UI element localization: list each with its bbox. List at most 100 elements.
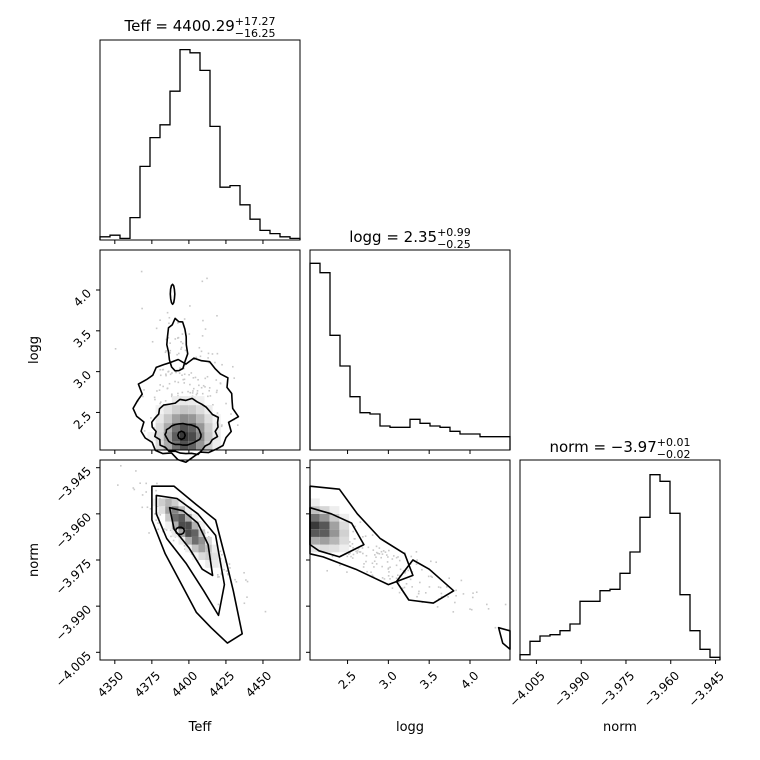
sample-point [214,361,216,364]
sample-point [208,389,210,392]
sample-point [169,349,172,352]
sample-point [371,534,374,536]
density-cell [158,506,166,514]
density-teff-norm: 4350 4375 4400 4425 4450 −3.945 −3.960 −3.975 −3… [53,459,301,700]
sample-point [366,570,368,573]
density-cell [211,560,219,568]
y-tick-label: 4.0 [71,286,94,309]
sample-point [158,389,161,391]
density-cell [191,513,199,522]
sample-point [365,560,367,563]
sample-point [339,564,341,567]
sample-point [377,552,379,555]
sample-point [387,568,390,570]
sample-point [411,586,413,588]
density-cell [171,529,179,537]
sample-point [264,610,267,613]
panel-frame [99,249,301,451]
density-cell [165,498,172,507]
title-logg-text: logg = 2.35 [349,228,437,246]
sample-point [395,556,398,559]
sample-point [183,318,186,320]
density-cell [329,536,340,545]
density-cell [204,414,213,424]
sample-point [202,319,204,322]
sample-point [164,351,167,354]
sample-point [198,346,201,349]
xlabel-norm: norm [603,720,637,735]
sample-point [182,378,185,381]
sample-point [232,365,234,368]
density-cell [310,498,320,507]
xlabel-teff: Teff [188,720,213,735]
x-tick-label: 3.0 [376,669,399,692]
sample-point [397,556,399,558]
density-cell [329,513,340,522]
x-tick-label: −4.005 [507,669,548,710]
sample-point [246,596,248,598]
sample-point [117,484,119,486]
sample-point [357,547,360,550]
density-cell [339,513,350,522]
sample-point [361,547,364,549]
sample-point [440,592,443,595]
sample-point [454,601,456,604]
sample-point [195,393,198,396]
sample-point [472,592,474,594]
x-tick-label: 4350 [95,669,126,700]
sample-point [401,587,404,590]
contour-line [169,283,176,306]
sample-point [372,575,375,578]
sample-point [209,395,212,397]
sample-point [169,529,172,532]
density-cell [198,544,206,553]
sample-point [181,333,184,335]
density-cell [339,529,350,537]
title-logg-upper: +0.99 [437,226,471,239]
sample-point [391,558,394,560]
x-tick-label: 4.0 [458,669,481,692]
sample-point [381,565,383,568]
density-cell [198,552,206,560]
sample-point [145,482,147,485]
sample-point [169,352,171,354]
sample-point [233,377,236,379]
density-cell [171,396,180,406]
sample-point [448,577,450,580]
sample-point [424,592,427,594]
sample-point [455,594,457,597]
density-cell [319,544,330,553]
sample-point [154,398,156,401]
sample-point [447,596,449,598]
sample-point [181,391,184,394]
density-cell [329,506,340,514]
sample-point [452,611,455,613]
sample-point [216,574,219,576]
sample-point [362,536,364,538]
sample-point [166,387,169,390]
sample-point [245,579,247,581]
sample-point [470,608,473,611]
sample-point [395,564,398,567]
sample-point [455,589,457,592]
contour-line [177,430,186,441]
contour-line [155,494,226,617]
density-cell [218,560,226,568]
sample-point [439,586,442,589]
density-cell [165,521,172,530]
sample-point [140,270,143,273]
sample-point [227,573,229,576]
sample-point [372,549,375,551]
density-cell [310,513,320,522]
density-cell [188,405,197,415]
x-tick-label: 4450 [243,669,274,700]
title-teff-upper: +17.27 [235,15,276,28]
sample-point [430,560,432,563]
sample-point [172,539,175,542]
sample-point [164,400,167,402]
sample-point [171,393,173,396]
sample-point [382,550,385,552]
density-cell [180,414,189,424]
sample-point [190,553,193,555]
